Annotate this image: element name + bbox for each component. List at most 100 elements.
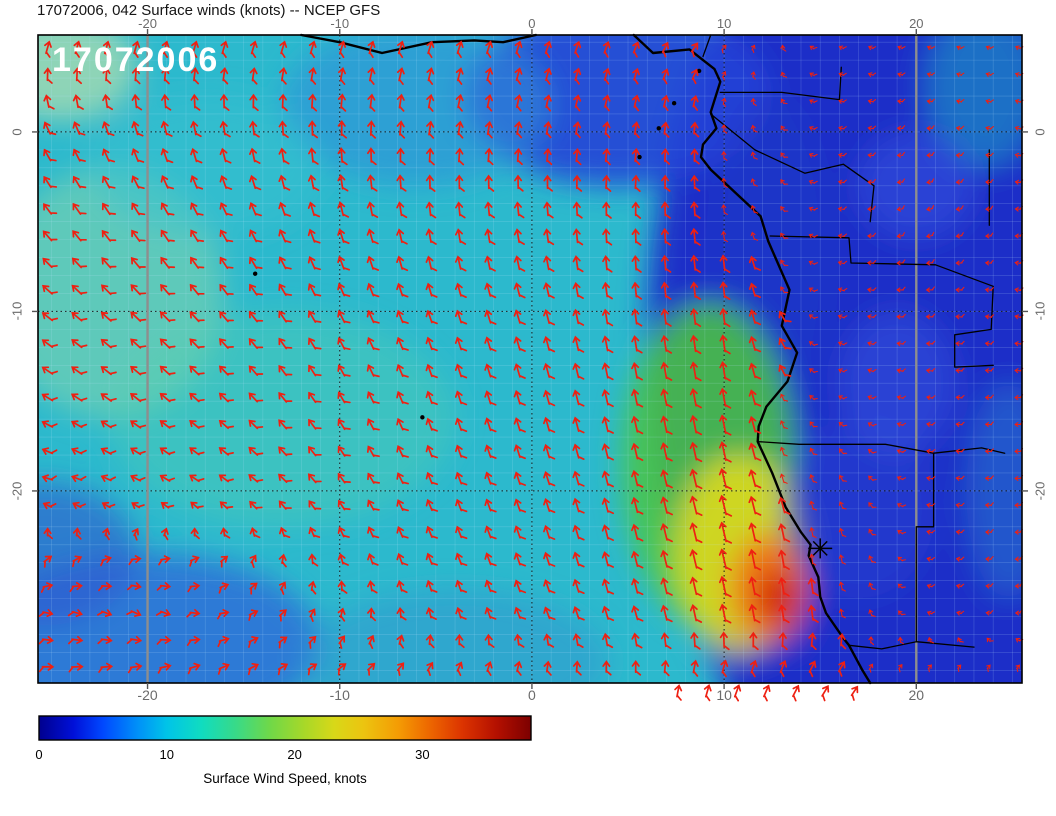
wind-barb [984,502,994,508]
wind-barb [67,609,83,617]
wind-barb [249,526,261,539]
wind-barb [896,395,906,400]
country-border [719,66,842,101]
wind-barb [159,392,176,403]
wind-barb [278,310,293,323]
wind-barb [808,287,819,293]
wind-barb [278,337,293,350]
wind-barb [484,444,497,459]
colorbar [38,715,532,741]
wind-barb [733,684,742,702]
wind-barb [602,228,613,246]
wind-barb [397,40,405,59]
wind-barb [277,663,289,676]
wind-barb [748,309,762,326]
lon-tick-label-bottom: -10 [329,687,350,703]
wind-barb [396,499,409,512]
wind-barb [837,206,847,212]
wind-barb [189,283,205,296]
wind-barb [660,361,673,381]
wind-barb [925,286,935,293]
wind-barb [38,635,54,645]
wind-barb [780,125,788,131]
wind-barb [485,94,494,112]
wind-barb [867,287,877,293]
wind-barb [690,68,699,85]
wind-barb [543,228,555,246]
wind-barb [868,663,874,673]
map-datestamp-overlay: 17072006 [52,41,220,79]
wind-barb [721,150,728,161]
wind-barb [41,312,59,322]
wind-barb [513,389,526,406]
wind-barb [248,609,259,621]
wind-barb [838,368,848,373]
wind-barb [896,98,906,104]
wind-barb [837,287,848,293]
wind-barb [367,499,380,511]
wind-barb [780,259,789,267]
wind-barb [955,259,965,266]
wind-barb [337,282,351,297]
wind-barb [425,444,439,459]
wind-barb [160,229,175,243]
wind-barb [572,524,585,541]
wind-barb [337,310,351,324]
wind-barb [337,607,346,622]
wind-barb [190,67,200,85]
wind-barb [572,416,585,434]
wind-barb [71,284,88,295]
wind-barb [984,287,994,293]
wind-barb [748,255,762,271]
wind-barb [808,233,818,239]
wind-barb [100,311,117,322]
wind-barb [366,174,378,192]
wind-barb [749,659,758,678]
wind-barb [278,500,292,510]
island-dot [252,271,258,276]
wind-barb [43,67,53,84]
wind-barb [190,229,205,243]
wind-barb [926,583,936,589]
wind-barb [72,202,87,215]
wind-barb [72,501,86,510]
wind-barb [868,636,875,646]
wind-barb [189,311,205,323]
wind-barb [514,67,523,85]
wind-barb [780,152,789,159]
wind-barb [984,394,994,401]
wind-barb [631,577,644,596]
wind-barb [454,390,468,406]
wind-barb [484,471,497,486]
wind-barb [396,174,407,192]
wind-barb [544,40,552,58]
wind-barb [42,257,58,269]
wind-barb [808,341,819,347]
wind-barb [985,179,994,185]
wind-barb [955,556,965,562]
wind-barb [838,474,847,482]
wind-barb [748,522,762,544]
wind-barb [425,579,438,593]
wind-barb [721,71,727,81]
wind-barb [217,635,230,648]
lat-tick-label-left: -10 [9,302,25,321]
lat-tick-label-left: 0 [9,128,25,136]
wind-barb [868,609,876,617]
wind-barb [130,474,146,482]
wind-barb [337,364,351,377]
wind-barb [690,201,701,219]
wind-barb [748,548,762,571]
wind-barb [307,201,321,218]
wind-barb [278,147,290,165]
wind-barb [572,281,584,300]
wind-barb [778,523,791,543]
wind-barb [70,447,87,455]
wind-barb [955,152,965,158]
wind-barb [129,393,147,403]
wind-barb [337,147,348,166]
wind-barb [896,476,907,481]
wind-barb [837,179,847,185]
wind-barb [513,255,526,272]
wind-barb [514,40,523,59]
